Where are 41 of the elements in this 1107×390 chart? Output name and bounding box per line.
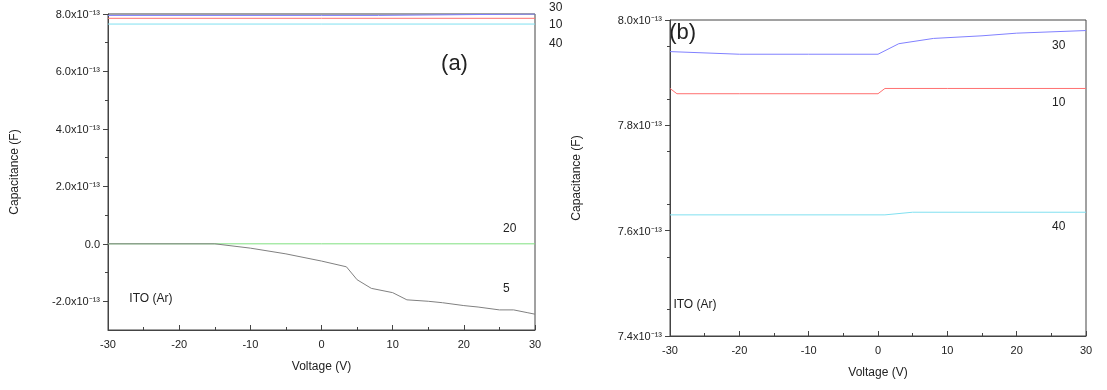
x-tick-label: -30 [100, 337, 116, 350]
annotation: ITO (Ar) [129, 291, 173, 306]
x-axis-title: Voltage (V) [291, 359, 352, 373]
series-label: 30 [1052, 37, 1066, 52]
x-tick-label: 10 [386, 337, 399, 350]
series-label: 40 [1052, 219, 1066, 234]
y-tick-label: 4.0x10⁻¹³ [55, 122, 101, 135]
series-label: 40 [549, 36, 563, 51]
annotation: (a) [441, 50, 468, 76]
y-tick-label: 8.0x10⁻¹³ [617, 14, 663, 26]
y-axis-title: Capacitance (F) [7, 129, 21, 215]
y-axis-title: Capacitance (F) [569, 135, 583, 221]
y-tick-label: 7.4x10⁻¹³ [617, 330, 663, 342]
x-tick-label: -10 [242, 337, 259, 350]
line-series [107, 243, 536, 315]
x-tick-label: 10 [941, 343, 954, 356]
y-tick-label: -2.0x10⁻¹³ [51, 295, 101, 308]
x-tick-label: 20 [1010, 343, 1023, 356]
y-tick-label: 8.0x10⁻¹³ [55, 8, 101, 20]
x-tick-label: 0 [874, 343, 882, 356]
series-label: 10 [549, 17, 563, 32]
series-label: 30 [549, 0, 563, 14]
series-label: 5 [503, 281, 510, 296]
x-tick-label: -20 [731, 343, 748, 356]
x-tick-label: -20 [171, 337, 188, 350]
annotation: (b) [669, 18, 697, 44]
x-tick-label: 30 [1079, 343, 1093, 356]
x-tick-label: -10 [800, 343, 817, 356]
y-tick-label: 2.0x10⁻¹³ [55, 180, 101, 193]
x-tick-label: 0 [318, 337, 325, 350]
annotation: ITO (Ar) [673, 297, 717, 312]
y-tick-label: 7.6x10⁻¹³ [617, 224, 663, 237]
y-tick-label: 0.0 [84, 237, 100, 250]
series-label: 10 [1052, 95, 1066, 110]
y-tick-label: 7.8x10⁻¹³ [617, 119, 663, 132]
x-tick-label: 30 [528, 337, 542, 350]
series-label: 20 [503, 220, 517, 235]
x-axis-title: Voltage (V) [848, 365, 908, 379]
y-tick-label: 6.0x10⁻¹³ [55, 65, 101, 78]
x-tick-label: 20 [457, 337, 470, 350]
x-tick-label: -30 [662, 343, 678, 356]
